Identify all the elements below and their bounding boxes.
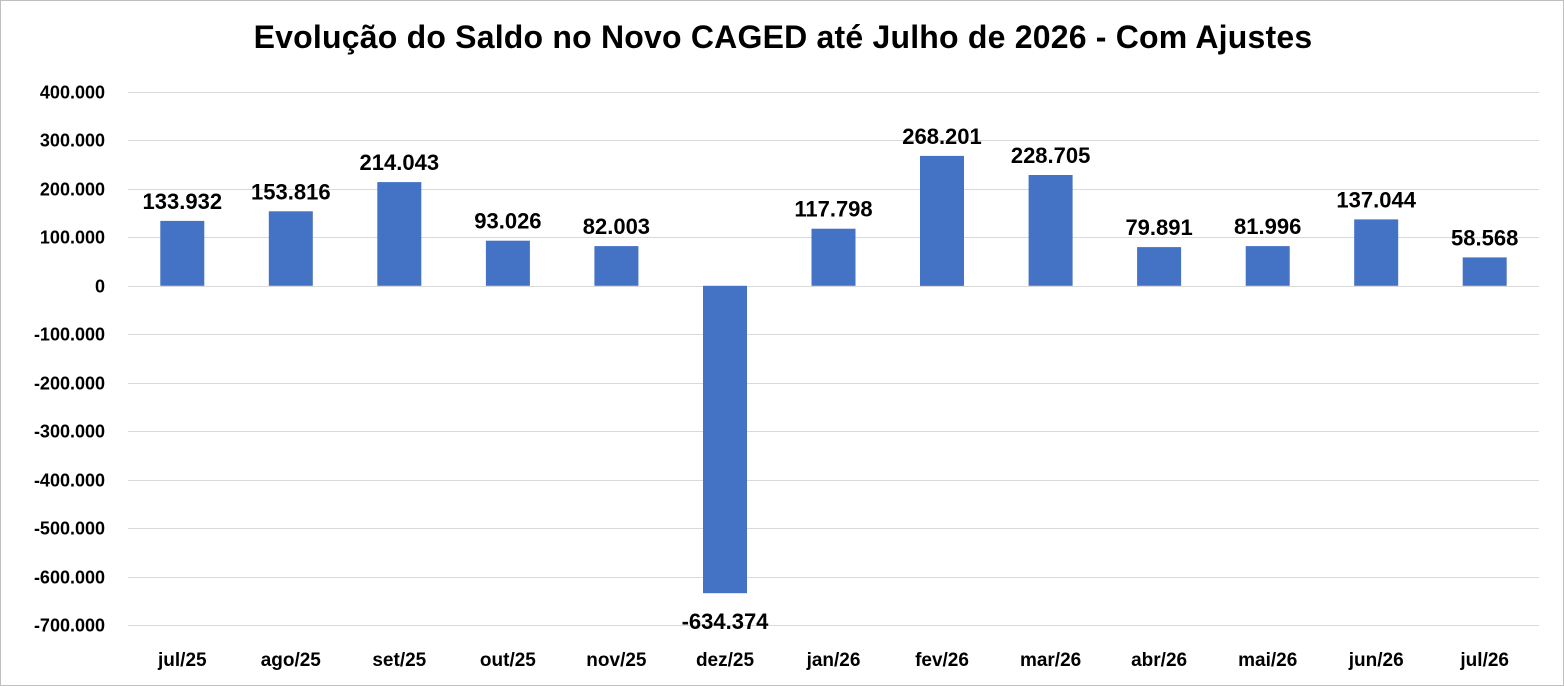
x-tick-label: jan/26 bbox=[806, 650, 861, 671]
data-label: -634.374 bbox=[682, 609, 770, 634]
y-tick-label: -700.000 bbox=[34, 616, 105, 636]
bar bbox=[1137, 247, 1182, 286]
bar bbox=[1028, 175, 1073, 286]
data-label: 228.705 bbox=[1011, 143, 1091, 168]
bar bbox=[377, 182, 422, 286]
y-tick-label: -300.000 bbox=[34, 422, 105, 442]
y-tick-label: 100.000 bbox=[40, 228, 105, 248]
x-tick-label: mar/26 bbox=[1020, 650, 1081, 671]
data-label: 268.201 bbox=[902, 124, 982, 149]
x-tick-label: jun/26 bbox=[1348, 650, 1404, 671]
gridlines bbox=[128, 92, 1539, 626]
bar bbox=[920, 155, 964, 286]
x-tick-label: out/25 bbox=[480, 650, 536, 671]
x-tick-label: jul/25 bbox=[157, 650, 207, 671]
y-tick-label: 400.000 bbox=[40, 83, 105, 103]
y-axis-tick-labels: 400.000 300.000 200.000 100.000 0 -100.000 -20… bbox=[34, 83, 105, 636]
data-label: 81.996 bbox=[1234, 214, 1301, 239]
data-label: 214.043 bbox=[360, 150, 440, 175]
data-label: 93.026 bbox=[474, 209, 541, 234]
x-tick-label: set/25 bbox=[372, 650, 426, 671]
y-tick-label: 0 bbox=[95, 277, 105, 297]
data-label: 117.798 bbox=[794, 197, 872, 222]
bar bbox=[1354, 219, 1399, 286]
data-labels: 133.932 153.816 214.043 93.026 82.003 -634.37… bbox=[143, 124, 1519, 634]
bars bbox=[160, 155, 1507, 594]
bar bbox=[703, 285, 747, 594]
x-tick-label: mai/26 bbox=[1238, 650, 1297, 671]
bar bbox=[1245, 246, 1290, 286]
data-label: 137.044 bbox=[1336, 187, 1416, 212]
data-label: 153.816 bbox=[251, 179, 331, 204]
x-tick-label: ago/25 bbox=[261, 650, 322, 671]
x-tick-label: nov/25 bbox=[586, 650, 647, 671]
x-tick-label: dez/25 bbox=[696, 650, 755, 671]
bar bbox=[485, 240, 530, 286]
y-tick-label: -200.000 bbox=[34, 374, 105, 394]
x-tick-label: fev/26 bbox=[915, 650, 969, 671]
bar bbox=[594, 246, 639, 286]
x-tick-label: jul/26 bbox=[1459, 650, 1509, 671]
data-label: 82.003 bbox=[583, 214, 650, 239]
chart-title: Evolução do Saldo no Novo CAGED até Julh… bbox=[253, 19, 1313, 55]
x-axis-tick-labels: jul/25 ago/25 set/25 out/25 nov/25 dez/25 jan/… bbox=[157, 650, 1509, 671]
bar bbox=[268, 211, 313, 286]
bar bbox=[811, 228, 856, 286]
y-tick-label: -600.000 bbox=[34, 568, 105, 588]
bar bbox=[1462, 257, 1507, 286]
x-tick-label: abr/26 bbox=[1131, 650, 1187, 671]
data-label: 133.932 bbox=[143, 189, 223, 214]
y-tick-label: -100.000 bbox=[34, 325, 105, 345]
data-label: 79.891 bbox=[1125, 215, 1192, 240]
y-tick-label: -500.000 bbox=[34, 519, 105, 539]
data-label: 58.568 bbox=[1451, 225, 1518, 250]
y-tick-label: 200.000 bbox=[40, 180, 105, 200]
bar bbox=[160, 220, 205, 286]
y-tick-label: -400.000 bbox=[34, 471, 105, 491]
y-tick-label: 300.000 bbox=[40, 131, 105, 151]
